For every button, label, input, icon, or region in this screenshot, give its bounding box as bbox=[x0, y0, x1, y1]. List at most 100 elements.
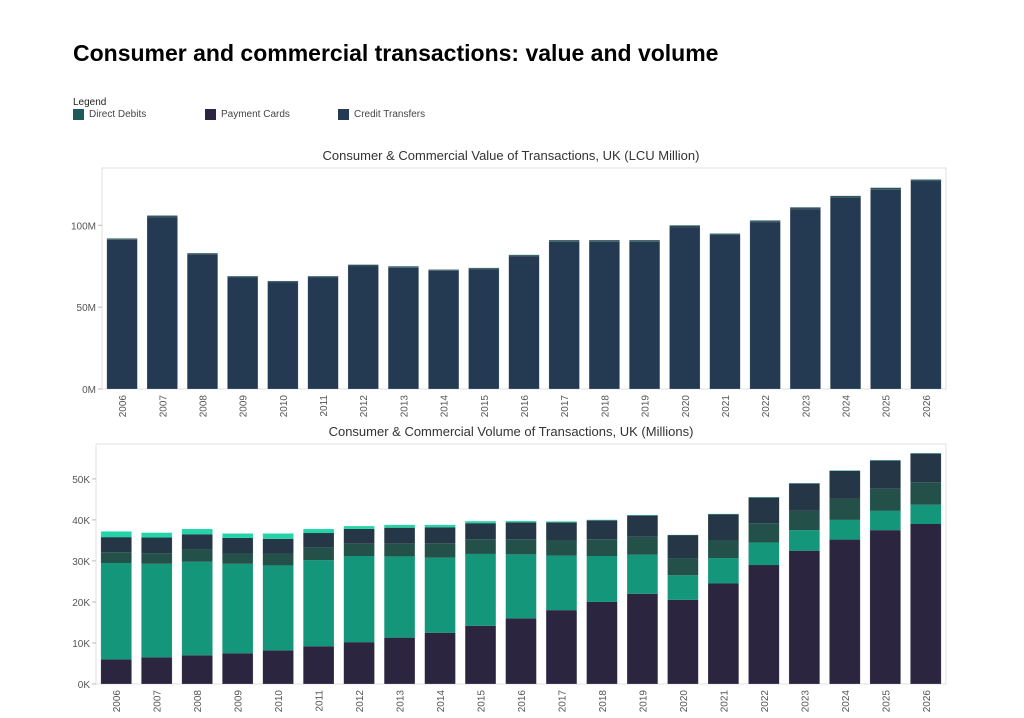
bar-segment[interactable] bbox=[629, 241, 660, 389]
bar-segment[interactable] bbox=[384, 524, 415, 528]
bar-segment[interactable] bbox=[546, 540, 577, 556]
bar-segment[interactable] bbox=[869, 530, 901, 684]
bar-segment[interactable] bbox=[709, 234, 741, 236]
bar-segment[interactable] bbox=[307, 276, 339, 277]
bar-segment[interactable] bbox=[147, 215, 178, 217]
bar-segment[interactable] bbox=[343, 526, 375, 529]
bar-segment[interactable] bbox=[748, 497, 780, 524]
bar-segment[interactable] bbox=[343, 556, 375, 643]
bar-segment[interactable] bbox=[749, 221, 781, 223]
bar-segment[interactable] bbox=[303, 547, 334, 561]
bar-segment[interactable] bbox=[708, 558, 739, 584]
bar-segment[interactable] bbox=[667, 599, 699, 684]
bar-segment[interactable] bbox=[343, 543, 375, 556]
bar-segment[interactable] bbox=[388, 267, 419, 389]
bar-segment[interactable] bbox=[788, 483, 820, 511]
bar-segment[interactable] bbox=[829, 498, 861, 520]
legend-item-direct-debits[interactable]: Direct Debits bbox=[73, 109, 205, 120]
bar-segment[interactable] bbox=[589, 241, 620, 389]
bar-segment[interactable] bbox=[589, 240, 620, 242]
bar-segment[interactable] bbox=[790, 208, 821, 210]
bar-segment[interactable] bbox=[505, 539, 537, 555]
bar-segment[interactable] bbox=[222, 563, 254, 654]
bar-segment[interactable] bbox=[830, 195, 861, 198]
bar-segment[interactable] bbox=[303, 560, 334, 647]
bar-segment[interactable] bbox=[343, 642, 375, 684]
bar-segment[interactable] bbox=[227, 276, 258, 277]
bar-segment[interactable] bbox=[262, 533, 294, 539]
bar-segment[interactable] bbox=[187, 253, 218, 255]
bar-segment[interactable] bbox=[181, 655, 213, 684]
bar-segment[interactable] bbox=[303, 646, 334, 684]
bar-segment[interactable] bbox=[669, 227, 701, 389]
bar-segment[interactable] bbox=[910, 453, 942, 483]
bar-segment[interactable] bbox=[548, 240, 580, 242]
bar-segment[interactable] bbox=[141, 537, 173, 554]
bar-segment[interactable] bbox=[869, 488, 901, 511]
bar-segment[interactable] bbox=[267, 280, 299, 282]
bar-segment[interactable] bbox=[548, 241, 580, 242]
bar-segment[interactable] bbox=[508, 256, 540, 389]
bar-segment[interactable] bbox=[708, 583, 739, 684]
bar-segment[interactable] bbox=[629, 240, 660, 242]
bar-segment[interactable] bbox=[141, 657, 173, 684]
bar-segment[interactable] bbox=[869, 510, 901, 531]
bar-segment[interactable] bbox=[669, 226, 701, 228]
bar-segment[interactable] bbox=[100, 562, 132, 660]
bar-segment[interactable] bbox=[468, 267, 500, 269]
bar-segment[interactable] bbox=[100, 531, 132, 538]
bar-segment[interactable] bbox=[546, 522, 577, 540]
bar-segment[interactable] bbox=[222, 533, 254, 538]
bar-segment[interactable] bbox=[343, 528, 375, 544]
bar-segment[interactable] bbox=[910, 524, 942, 684]
bar-segment[interactable] bbox=[589, 241, 620, 242]
bar-segment[interactable] bbox=[347, 266, 379, 389]
bar-segment[interactable] bbox=[307, 277, 339, 389]
bar-segment[interactable] bbox=[709, 235, 741, 389]
bar-segment[interactable] bbox=[181, 549, 213, 562]
bar-segment[interactable] bbox=[829, 470, 861, 499]
bar-segment[interactable] bbox=[141, 563, 173, 658]
bar-segment[interactable] bbox=[428, 270, 459, 389]
bar-segment[interactable] bbox=[788, 510, 820, 531]
bar-segment[interactable] bbox=[627, 515, 658, 537]
bar-segment[interactable] bbox=[384, 543, 415, 557]
bar-segment[interactable] bbox=[303, 528, 334, 534]
bar-segment[interactable] bbox=[629, 241, 660, 242]
bar-segment[interactable] bbox=[667, 575, 699, 600]
bar-segment[interactable] bbox=[830, 197, 861, 389]
bar-segment[interactable] bbox=[830, 197, 861, 198]
legend-item-credit-transfers[interactable]: Credit Transfers bbox=[338, 109, 425, 120]
bar-segment[interactable] bbox=[870, 189, 901, 389]
bar-segment[interactable] bbox=[181, 534, 213, 550]
bar-segment[interactable] bbox=[627, 536, 658, 555]
bar-segment[interactable] bbox=[227, 277, 258, 389]
bar-segment[interactable] bbox=[788, 550, 820, 684]
bar-segment[interactable] bbox=[749, 220, 781, 222]
bar-segment[interactable] bbox=[384, 556, 415, 638]
bar-segment[interactable] bbox=[546, 610, 577, 684]
bar-segment[interactable] bbox=[748, 523, 780, 543]
bar-segment[interactable] bbox=[222, 553, 254, 564]
bar-segment[interactable] bbox=[790, 209, 821, 389]
bar-segment[interactable] bbox=[106, 238, 138, 240]
bar-segment[interactable] bbox=[222, 537, 254, 554]
bar-segment[interactable] bbox=[388, 266, 419, 268]
bar-segment[interactable] bbox=[187, 254, 218, 389]
bar-segment[interactable] bbox=[870, 189, 901, 190]
bar-segment[interactable] bbox=[262, 553, 294, 566]
bar-segment[interactable] bbox=[106, 239, 138, 389]
bar-segment[interactable] bbox=[829, 519, 861, 540]
bar-segment[interactable] bbox=[267, 282, 299, 389]
bar-segment[interactable] bbox=[428, 269, 459, 271]
bar-segment[interactable] bbox=[669, 225, 701, 227]
bar-segment[interactable] bbox=[586, 556, 618, 602]
bar-segment[interactable] bbox=[586, 520, 618, 540]
bar-segment[interactable] bbox=[667, 535, 699, 559]
bar-segment[interactable] bbox=[910, 504, 942, 524]
bar-segment[interactable] bbox=[505, 522, 537, 540]
bar-segment[interactable] bbox=[465, 521, 496, 524]
bar-segment[interactable] bbox=[790, 207, 821, 209]
bar-segment[interactable] bbox=[508, 254, 540, 256]
bar-segment[interactable] bbox=[548, 241, 580, 389]
